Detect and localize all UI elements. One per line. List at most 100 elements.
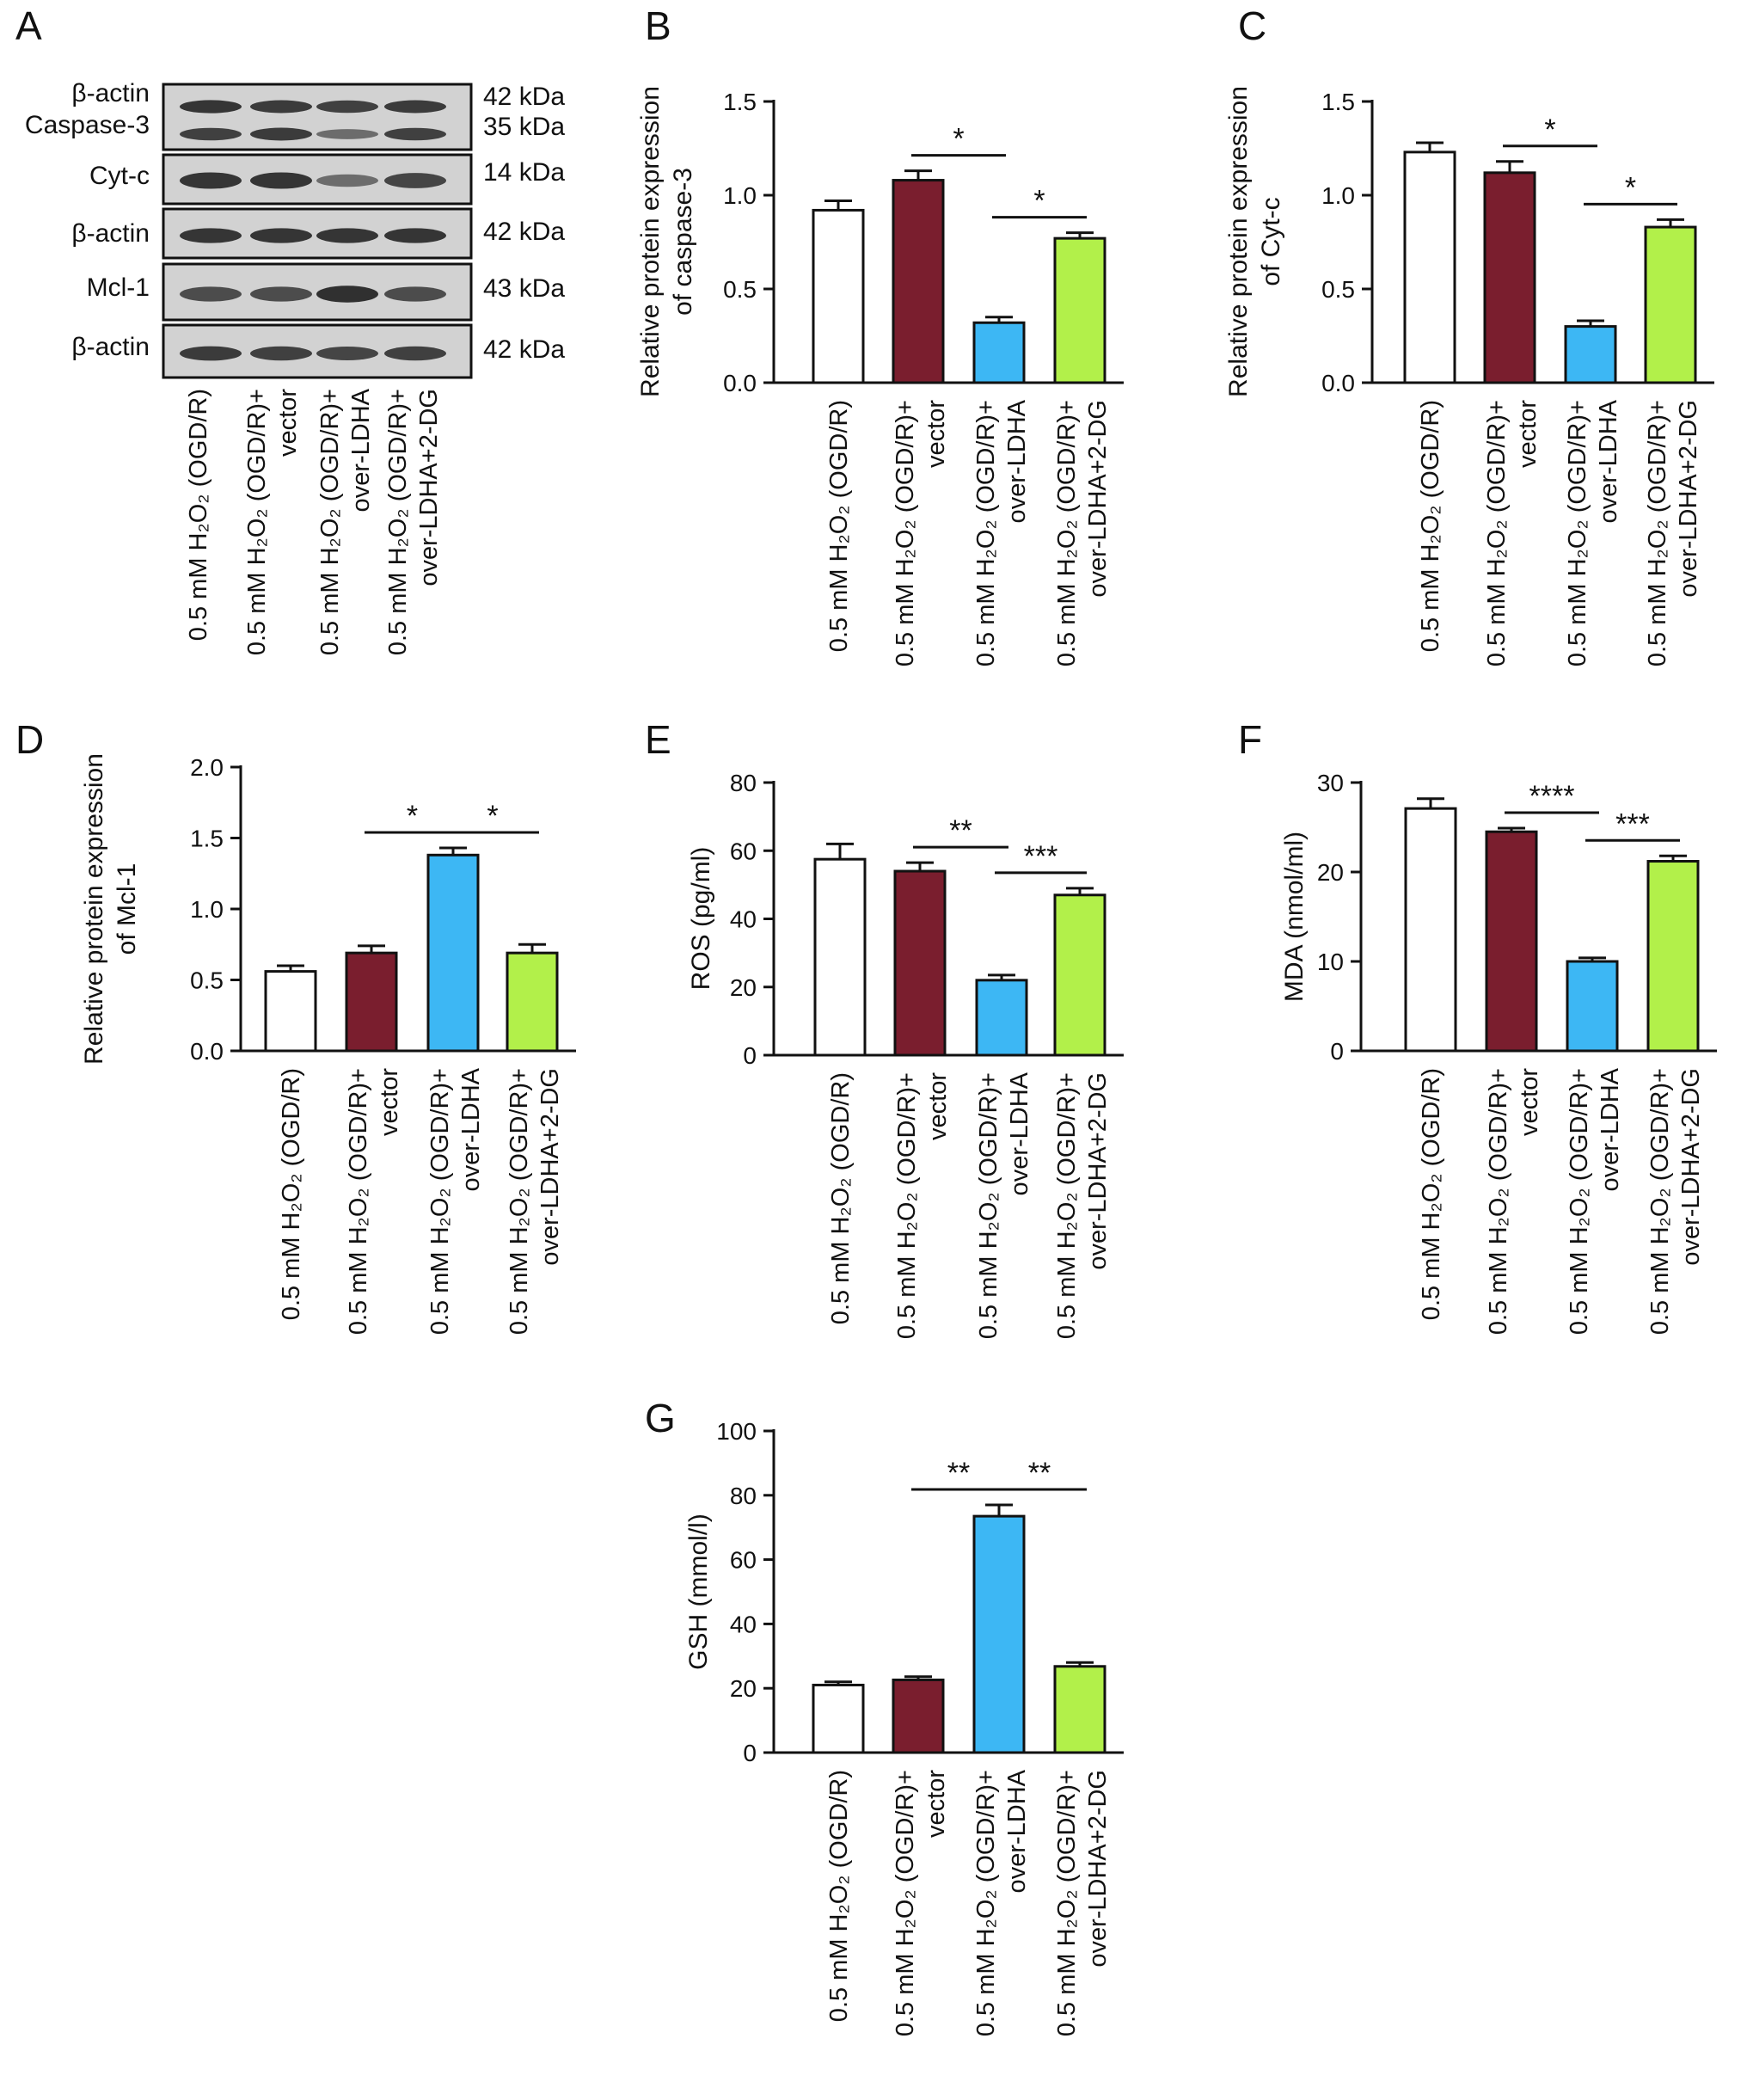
x-category-label-3-line-1: 0.5 mM H₂O₂ (OGD/R)+ [426, 1068, 454, 1335]
blot-protein-label-4: β-actin [71, 219, 150, 248]
y-tick-label: 1.5 [723, 89, 757, 115]
significance-label-2: *** [1024, 840, 1058, 873]
y-axis-title-line-1: Relative protein expression [1224, 86, 1253, 397]
bar-2 [345, 951, 398, 1053]
x-category-label-4-line-2: over-LDHA+2-DG [1675, 400, 1702, 598]
y-tick-label: 0.5 [723, 276, 757, 303]
y-tick-label: 80 [730, 1483, 757, 1509]
panel-letter-c: C [1238, 3, 1266, 48]
bar-1 [812, 208, 865, 384]
panel-a-western-blot: Aβ-actin 42 kDa Caspase-3 35 kDa Cyt-c 14 kDa… [15, 3, 565, 655]
blot-lane-label-2: 0.5 mM H₂O₂ (OGD/R)+ vector [243, 389, 302, 655]
significance-label-2: *** [1615, 807, 1650, 840]
x-category-label-3-line-2: over-LDHA [457, 1067, 485, 1191]
blot-kda-label-1: 42 kDa [483, 83, 565, 111]
blot-lane-label-3: 0.5 mM H₂O₂ (OGD/R)+ over-LDHA [316, 388, 375, 655]
significance-label-1: * [407, 800, 418, 832]
panel-letter-g: G [645, 1396, 676, 1440]
y-tick-label: 60 [730, 838, 757, 864]
y-tick-label: 0.0 [723, 370, 757, 396]
y-axis-title: Relative protein expression of Mcl-1 [80, 753, 141, 1065]
x-category-label-1: 0.5 mM H₂O₂ (OGD/R) [825, 1770, 853, 2022]
y-tick-label: 0.0 [1321, 370, 1355, 396]
x-category-label-4-line-2: over-LDHA+2-DG [1084, 400, 1112, 598]
significance-label-2: ** [1028, 1457, 1051, 1489]
x-category-label-2-line-2: vector [923, 400, 950, 468]
x-category-label-4: 0.5 mM H₂O₂ (OGD/R)+ over-LDHA+2-DG [1646, 1068, 1705, 1335]
y-tick-label: 20 [730, 1675, 757, 1702]
x-category-label-2: 0.5 mM H₂O₂ (OGD/R)+ vector [1483, 400, 1542, 666]
y-tick-label: 30 [1317, 770, 1344, 796]
significance-label-1: * [1544, 114, 1555, 146]
bar-1 [812, 1683, 865, 1754]
x-category-label-3-line-2: over-LDHA [1003, 1769, 1031, 1893]
x-category-label-3: 0.5 mM H₂O₂ (OGD/R)+ over-LDHA [975, 1071, 1033, 1339]
x-category-label-4: 0.5 mM H₂O₂ (OGD/R)+ over-LDHA+2-DG [506, 1068, 564, 1335]
blot-strip-1 [162, 83, 473, 151]
y-axis-title-line-1: MDA (nmol/ml) [1280, 832, 1309, 1002]
y-tick-label: 20 [1317, 859, 1344, 886]
x-category-label-2: 0.5 mM H₂O₂ (OGD/R)+ vector [892, 1770, 950, 2036]
x-category-label-4-line-1: 0.5 mM H₂O₂ (OGD/R)+ [1053, 1072, 1081, 1339]
panel-letter-f: F [1238, 717, 1262, 762]
bar-3 [975, 979, 1028, 1057]
band-cytc-lane-3 [316, 174, 378, 187]
band-cytc-lane-2 [250, 172, 312, 189]
band-beta-actin-mid-lane-1 [180, 228, 242, 243]
x-category-label-4: 0.5 mM H₂O₂ (OGD/R)+ over-LDHA+2-DG [1053, 400, 1112, 666]
y-tick-label: 40 [730, 1611, 757, 1637]
bar-2 [1483, 171, 1536, 384]
bar-4 [506, 951, 559, 1053]
x-category-label-2-line-2: vector [376, 1068, 403, 1136]
x-category-label-3-line-1: 0.5 mM H₂O₂ (OGD/R)+ [1564, 400, 1591, 666]
bar-4 [1053, 893, 1106, 1057]
band-caspase3-lane-4 [384, 127, 446, 141]
panel-letter-d: D [15, 717, 44, 762]
bar-2 [892, 179, 945, 384]
blot-kda-label-5: 43 kDa [483, 274, 565, 303]
y-axis-title-line-1: Relative protein expression [80, 753, 108, 1065]
bar-2 [1485, 830, 1538, 1053]
x-category-label-4-line-1: 0.5 mM H₂O₂ (OGD/R)+ [1053, 1770, 1081, 2036]
x-category-label-1: 0.5 mM H₂O₂ (OGD/R) [278, 1068, 305, 1320]
x-category-label-2-line-1: 0.5 mM H₂O₂ (OGD/R)+ [345, 1068, 372, 1335]
x-category-label-4: 0.5 mM H₂O₂ (OGD/R)+ over-LDHA+2-DG [1644, 400, 1702, 666]
x-category-label-2-line-1: 0.5 mM H₂O₂ (OGD/R)+ [1483, 400, 1511, 666]
x-category-label-3-line-2: over-LDHA [1006, 1071, 1033, 1195]
x-category-label-2: 0.5 mM H₂O₂ (OGD/R)+ vector [893, 1072, 952, 1339]
panel-letter-e: E [645, 717, 671, 762]
x-category-label-3-line-1: 0.5 mM H₂O₂ (OGD/R)+ [975, 1072, 1002, 1339]
x-category-label-3-line-1: 0.5 mM H₂O₂ (OGD/R)+ [972, 400, 1000, 666]
bar-4 [1646, 860, 1700, 1053]
y-axis-title: MDA (nmol/ml) [1280, 832, 1309, 1002]
x-category-label-1-line-1: 0.5 mM H₂O₂ (OGD/R) [1418, 1068, 1445, 1320]
x-category-label-2-line-2: vector [1516, 1068, 1543, 1136]
significance-label-1: * [953, 123, 964, 156]
x-category-label-3-line-2: over-LDHA [1595, 399, 1622, 523]
blot-lane-label-2-line-1: 0.5 mM H₂O₂ (OGD/R)+ [243, 389, 271, 655]
blot-kda-label-2: 35 kDa [483, 113, 565, 141]
y-axis-title-line-2: of caspase-3 [669, 168, 697, 316]
band-mcl1-lane-1 [180, 286, 242, 302]
y-tick-label: 10 [1317, 949, 1344, 975]
blot-protein-label-2: Caspase-3 [25, 111, 150, 139]
blot-lane-label-1: 0.5 mM H₂O₂ (OGD/R) [185, 389, 212, 641]
y-tick-label: 0 [743, 1042, 757, 1069]
chart-d: D 0.0 0.5 1.0 1.5 2.0 Relative protein express… [15, 717, 576, 1335]
bar-3 [1566, 960, 1619, 1053]
y-tick-label: 40 [730, 906, 757, 933]
x-category-label-4: 0.5 mM H₂O₂ (OGD/R)+ over-LDHA+2-DG [1053, 1072, 1112, 1339]
significance-label-2: * [487, 800, 498, 832]
blot-kda-label-3: 14 kDa [483, 158, 565, 187]
y-tick-label: 1.0 [190, 896, 224, 923]
blot-lane-label-2-line-2: vector [274, 389, 302, 457]
x-category-label-2-line-1: 0.5 mM H₂O₂ (OGD/R)+ [892, 1770, 919, 2036]
x-category-label-1: 0.5 mM H₂O₂ (OGD/R) [827, 1072, 855, 1324]
band-mcl1-lane-3 [316, 286, 378, 303]
y-axis-title: ROS (pg/ml) [687, 847, 715, 991]
band-cytc-lane-4 [384, 173, 446, 188]
x-category-label-3-line-2: over-LDHA [1597, 1067, 1624, 1191]
bar-3 [1564, 325, 1617, 384]
x-category-label-2-line-2: vector [924, 1072, 952, 1140]
y-tick-label: 0 [1330, 1038, 1344, 1065]
